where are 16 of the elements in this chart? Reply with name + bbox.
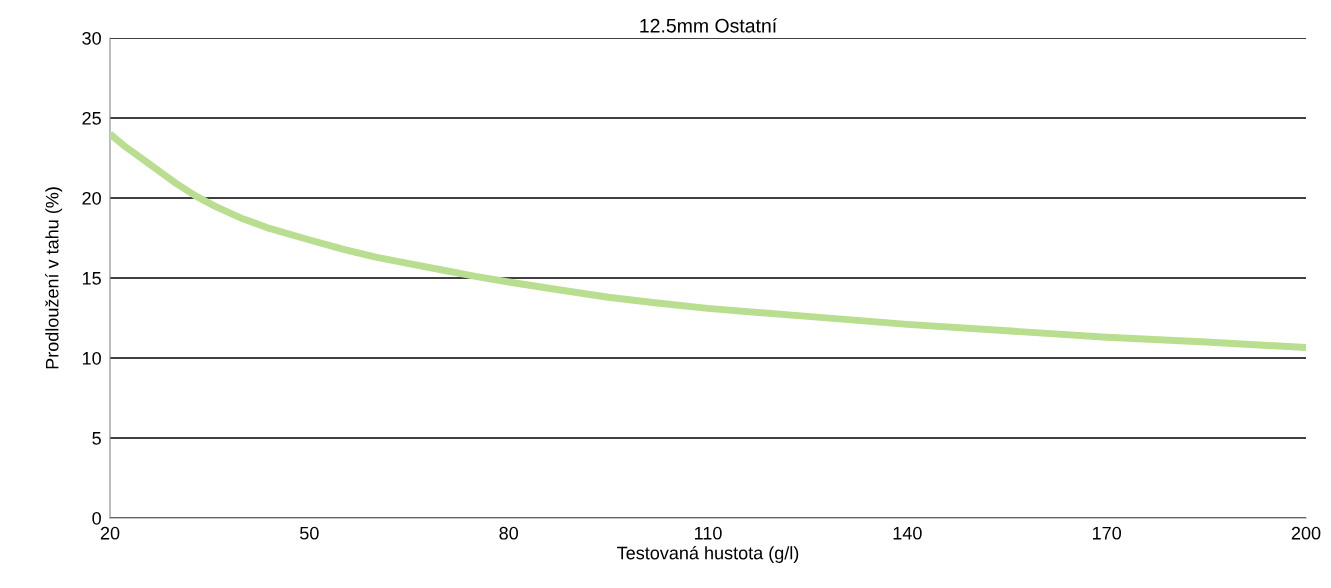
y-axis-title: Prodloužení v tahu (%): [45, 187, 63, 369]
x-axis-title: Testovaná hustota (g/l): [617, 545, 799, 563]
x-tick-label: 50: [300, 526, 319, 540]
y-tick-label: 10: [82, 351, 101, 365]
chart-title: 12.5mm Ostatní: [640, 18, 778, 33]
y-tick-label: 25: [82, 111, 101, 125]
x-tick-label: 170: [1092, 526, 1122, 540]
x-tick-label: 140: [893, 526, 922, 540]
x-tick-label: 110: [694, 526, 722, 540]
x-tick-label: 200: [1291, 526, 1321, 540]
y-tick-label: 30: [82, 31, 101, 45]
y-tick-label: 20: [82, 191, 101, 205]
y-tick-label: 5: [92, 432, 101, 445]
y-tick-label: 0: [92, 511, 101, 525]
x-tick-label: 80: [499, 526, 518, 540]
y-tick-label: 15: [82, 272, 101, 285]
